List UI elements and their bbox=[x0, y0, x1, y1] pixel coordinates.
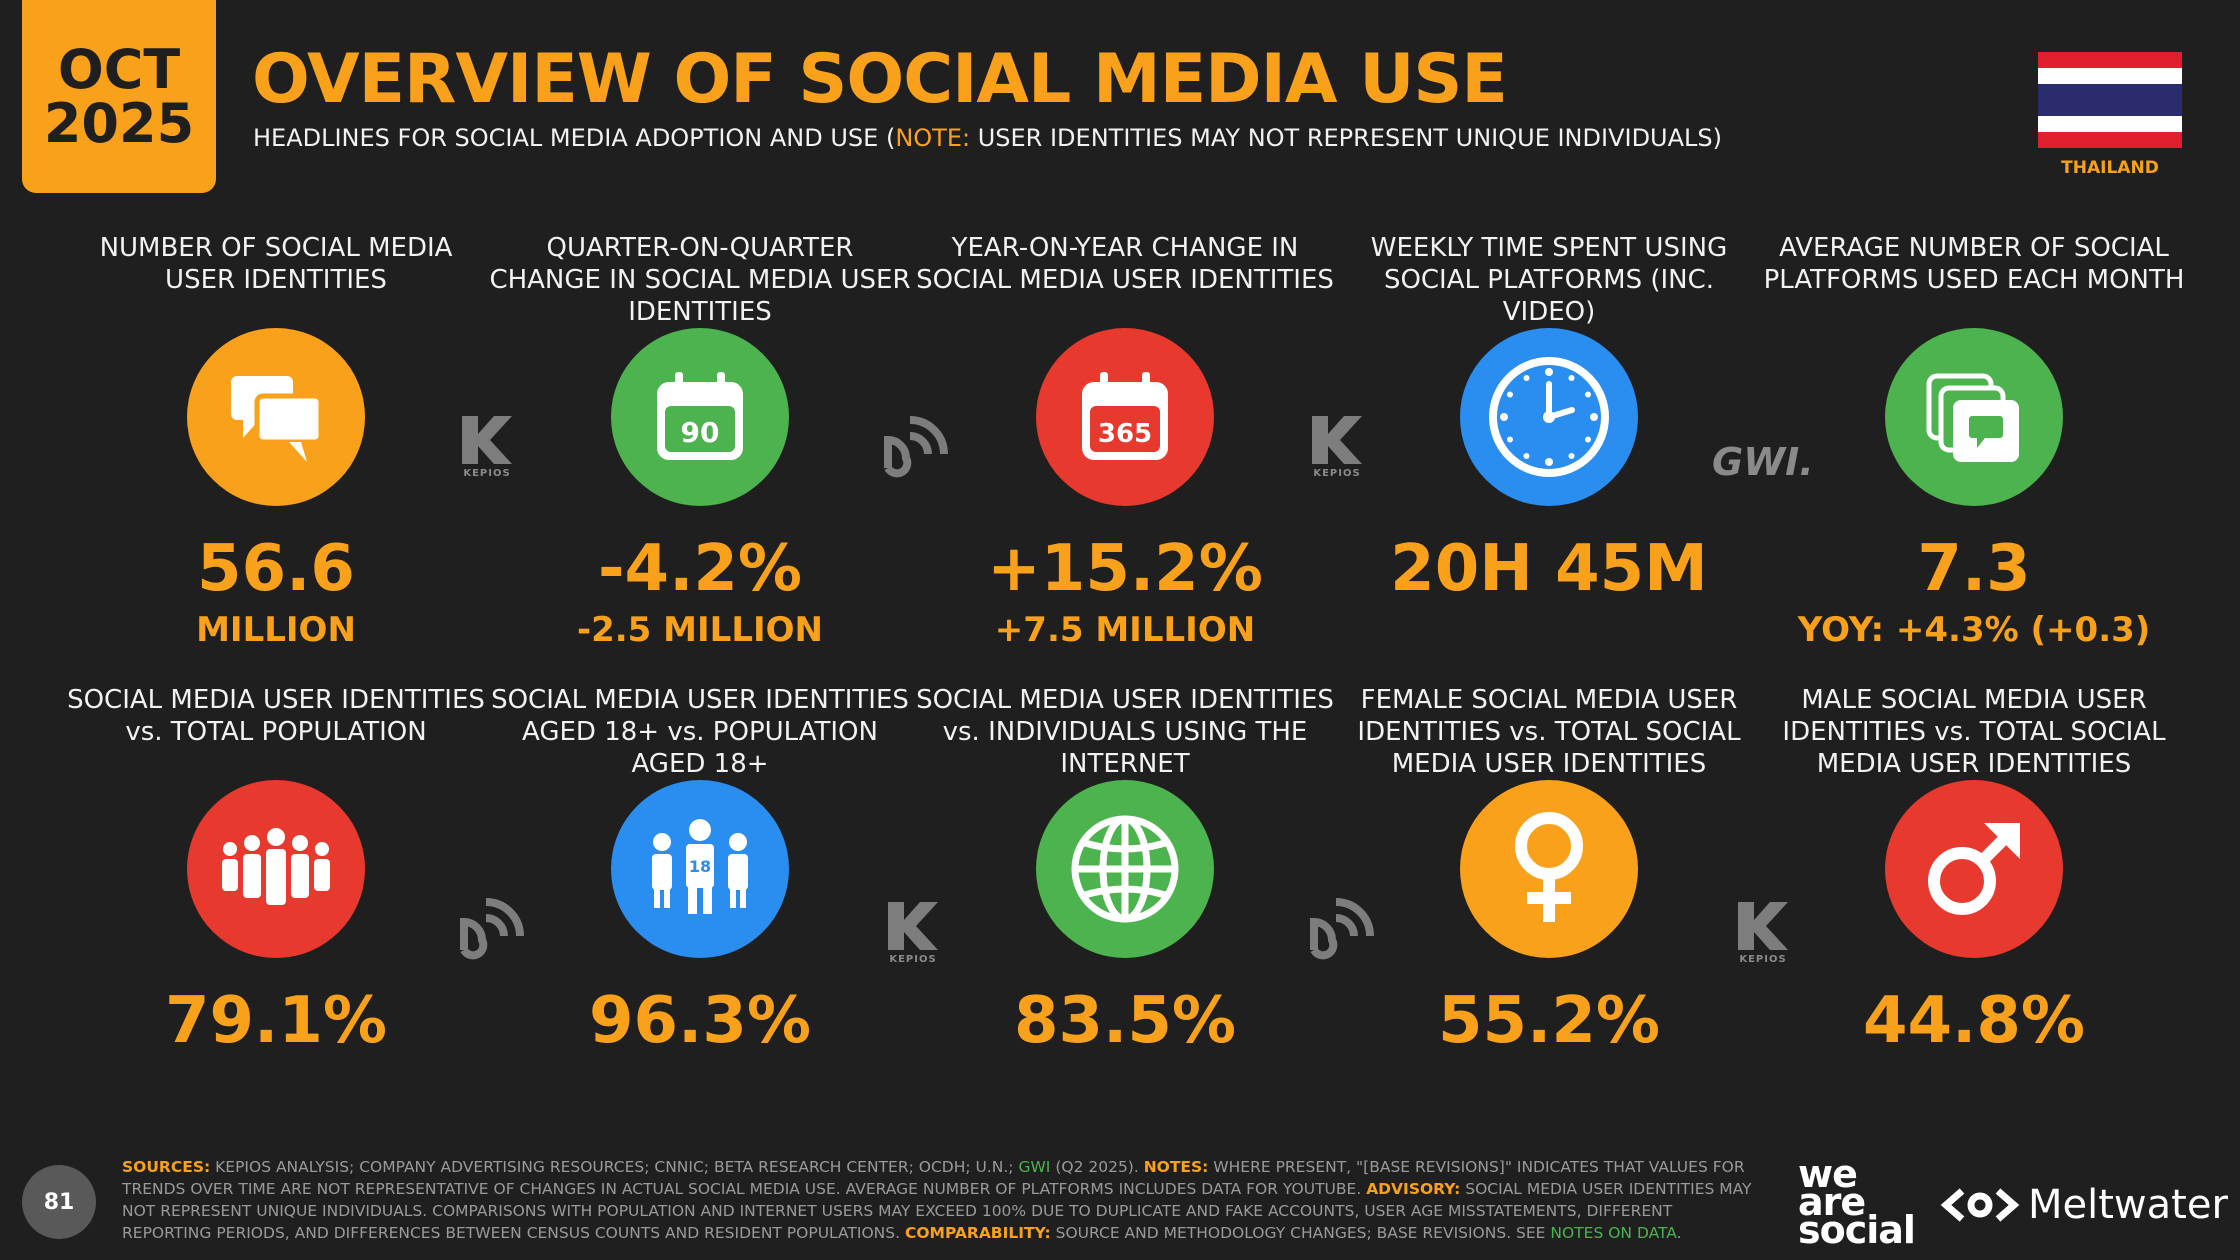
date-month: OCT bbox=[57, 37, 181, 101]
stat-aged-18-plus: SOCIAL MEDIA USER IDENTITIES AGED 18+ vs… bbox=[488, 684, 912, 1056]
kepios-logo: KEPIOS bbox=[1734, 898, 1792, 965]
datareportal-logo bbox=[880, 410, 952, 478]
stat-value: 7.3 bbox=[1917, 532, 2031, 606]
svg-text:18: 18 bbox=[689, 857, 711, 876]
clock-icon bbox=[1460, 328, 1638, 506]
stat-female-share: FEMALE SOCIAL MEDIA USER IDENTITIES vs. … bbox=[1337, 684, 1761, 1056]
stat-label: SOCIAL MEDIA USER IDENTITIES vs. INDIVID… bbox=[916, 685, 1334, 779]
kepios-icon bbox=[462, 416, 512, 464]
gwi-logo: GWI. bbox=[1712, 440, 1814, 484]
datareportal-icon bbox=[1310, 898, 1374, 960]
kepios-icon bbox=[1738, 902, 1788, 950]
stat-qoq-change: QUARTER-ON-QUARTER CHANGE IN SOCIAL MEDI… bbox=[488, 232, 912, 650]
stat-label: SOCIAL MEDIA USER IDENTITIES vs. TOTAL P… bbox=[67, 685, 485, 747]
stat-value: 56.6 bbox=[197, 532, 355, 606]
stat-yoy-change: YEAR-ON-YEAR CHANGE IN SOCIAL MEDIA USER… bbox=[913, 232, 1337, 650]
male-symbol-icon bbox=[1885, 780, 2063, 958]
stat-weekly-time: WEEKLY TIME SPENT USING SOCIAL PLATFORMS… bbox=[1337, 232, 1761, 610]
speech-bubbles-icon bbox=[187, 328, 365, 506]
stat-subvalue: YOY: +4.3% (+0.3) bbox=[1797, 610, 2151, 650]
people-18-icon: 18 bbox=[611, 780, 789, 958]
stat-label: NUMBER OF SOCIAL MEDIA USER IDENTITIES bbox=[99, 233, 453, 295]
stat-value: 79.1% bbox=[164, 984, 388, 1058]
datareportal-icon bbox=[460, 898, 524, 960]
footer-notes: SOURCES: KEPIOS ANALYSIS; COMPANY ADVERT… bbox=[122, 1158, 1752, 1242]
kepios-icon bbox=[1312, 416, 1362, 464]
stat-label: WEEKLY TIME SPENT USING SOCIAL PLATFORMS… bbox=[1370, 233, 1728, 327]
country-label: THAILAND bbox=[2061, 158, 2159, 178]
crowd-icon bbox=[187, 780, 365, 958]
page-subtitle: HEADLINES FOR SOCIAL MEDIA ADOPTION AND … bbox=[253, 124, 1722, 152]
kepios-icon bbox=[888, 902, 938, 950]
page-number: 81 bbox=[22, 1165, 96, 1239]
stat-label: MALE SOCIAL MEDIA USER IDENTITIES vs. TO… bbox=[1782, 685, 2166, 779]
stat-value: 20H 45M bbox=[1390, 532, 1708, 606]
stat-male-share: MALE SOCIAL MEDIA USER IDENTITIES vs. TO… bbox=[1762, 684, 2186, 1056]
meltwater-icon bbox=[1940, 1188, 2020, 1222]
datareportal-logo bbox=[1306, 892, 1378, 960]
page-title: OVERVIEW OF SOCIAL MEDIA USE bbox=[252, 40, 1508, 119]
stat-subvalue: +7.5 MILLION bbox=[994, 610, 1256, 650]
notes-on-data-link[interactable]: NOTES ON DATA bbox=[1550, 1224, 1677, 1242]
stat-value: 96.3% bbox=[588, 984, 812, 1058]
calendar-90-icon: 90 bbox=[611, 328, 789, 506]
datareportal-icon bbox=[884, 416, 948, 478]
female-symbol-icon bbox=[1460, 780, 1638, 958]
stat-value: +15.2% bbox=[987, 532, 1263, 606]
stat-user-identities: NUMBER OF SOCIAL MEDIA USER IDENTITIES 5… bbox=[64, 232, 488, 650]
date-badge: OCT 2025 bbox=[22, 0, 216, 193]
kepios-logo: KEPIOS bbox=[884, 898, 942, 965]
stacked-windows-icon bbox=[1885, 328, 2063, 506]
stat-vs-internet-users: SOCIAL MEDIA USER IDENTITIES vs. INDIVID… bbox=[913, 684, 1337, 1056]
we-are-social-logo: we are social bbox=[1798, 1152, 1916, 1252]
datareportal-logo bbox=[456, 892, 528, 960]
stat-vs-population: SOCIAL MEDIA USER IDENTITIES vs. TOTAL P… bbox=[64, 684, 488, 1056]
thailand-flag-icon bbox=[2038, 52, 2182, 148]
stat-value: 55.2% bbox=[1437, 984, 1661, 1058]
stat-label: FEMALE SOCIAL MEDIA USER IDENTITIES vs. … bbox=[1357, 685, 1741, 779]
stat-label: QUARTER-ON-QUARTER CHANGE IN SOCIAL MEDI… bbox=[489, 233, 911, 327]
stat-value: -4.2% bbox=[597, 532, 803, 606]
kepios-logo: KEPIOS bbox=[458, 412, 516, 479]
stat-label: YEAR-ON-YEAR CHANGE IN SOCIAL MEDIA USER… bbox=[916, 233, 1334, 295]
stat-value: 83.5% bbox=[1013, 984, 1237, 1058]
stat-label: SOCIAL MEDIA USER IDENTITIES AGED 18+ vs… bbox=[491, 685, 909, 779]
svg-text:90: 90 bbox=[681, 416, 720, 449]
subtitle-note: NOTE: bbox=[895, 124, 971, 152]
svg-text:365: 365 bbox=[1098, 419, 1152, 449]
stat-value: 44.8% bbox=[1862, 984, 2086, 1058]
stat-label: AVERAGE NUMBER OF SOCIAL PLATFORMS USED … bbox=[1763, 233, 2185, 295]
meltwater-logo: Meltwater bbox=[1940, 1182, 2228, 1228]
calendar-365-icon: 365 bbox=[1036, 328, 1214, 506]
stat-subvalue: MILLION bbox=[196, 610, 356, 650]
stat-subvalue: -2.5 MILLION bbox=[576, 610, 823, 650]
kepios-logo: KEPIOS bbox=[1308, 412, 1366, 479]
globe-icon bbox=[1036, 780, 1214, 958]
date-year: 2025 bbox=[43, 91, 195, 155]
stat-avg-platforms: AVERAGE NUMBER OF SOCIAL PLATFORMS USED … bbox=[1762, 232, 2186, 650]
